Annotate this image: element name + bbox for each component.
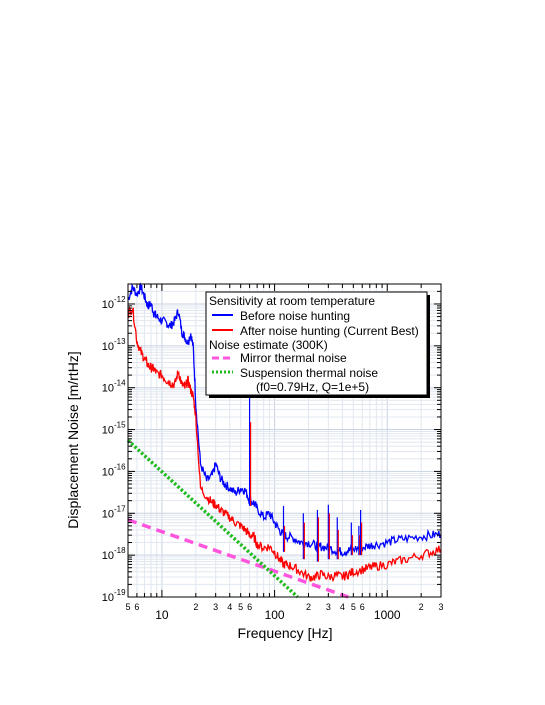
y-tick-label: 10 [102,508,114,520]
legend-label-after: After noise hunting (Current Best) [240,324,419,338]
y-tick-label-exponent: -18 [114,546,126,555]
x-tick-label-minor: 2 [306,602,311,612]
series-group [126,282,442,599]
mirror-thermal-noise-line [127,518,349,599]
x-tick-label-minor: 5 [238,602,243,612]
x-tick-label-minor: 2 [419,602,424,612]
y-tick-label: 10 [102,341,114,353]
y-tick-label-exponent: -12 [114,295,126,304]
y-tick-label: 10 [102,383,114,395]
x-tick-label-minor: 3 [213,602,218,612]
y-tick-label: 10 [102,425,114,437]
x-tick-label: 100 [265,608,285,622]
x-tick-label-minor: 4 [340,602,345,612]
legend-label-before: Before noise hunting [240,309,350,323]
x-tick-label-minor: 5 [125,602,130,612]
x-tick-label: 10 [155,608,169,622]
x-tick-label-minor: 3 [438,602,443,612]
legend-heading: Sensitivity at room temperature [209,294,375,308]
y-axis-title: Displacement Noise [m/rtHz] [65,351,81,528]
y-tick-label-exponent: -19 [114,588,126,597]
x-tick-label-minor: 4 [227,602,232,612]
y-tick-label-exponent: -14 [114,379,126,388]
legend-label-mirror: Mirror thermal noise [240,351,347,365]
legend: Sensitivity at room temperature Before n… [205,291,430,398]
legend-suspension-note: (f0=0.79Hz, Q=1e+5) [256,380,369,394]
y-tick-label: 10 [102,550,114,562]
x-tick-label: 1000 [374,608,401,622]
x-tick-label-minor: 5 [351,602,356,612]
y-tick-label: 10 [102,592,114,604]
legend-box [205,291,428,396]
plot-border [127,283,442,598]
y-tick-label: 10 [102,299,114,311]
y-tick-label-exponent: -13 [114,337,126,346]
x-tick-label-minor: 6 [247,602,252,612]
y-tick-label-exponent: -15 [114,421,126,430]
y-tick-label-exponent: -16 [114,462,126,471]
y-tick-label: 10 [102,466,114,478]
x-tick-label-minor: 6 [134,602,139,612]
x-tick-label-minor: 6 [360,602,365,612]
x-tick-label-minor: 3 [326,602,331,612]
after-noise-hunting-line [127,306,442,583]
plot-frame [127,283,442,598]
legend-label-suspension: Suspension thermal noise [240,366,378,380]
y-tick-label-exponent: -17 [114,504,126,513]
x-axis-title: Frequency [Hz] [238,625,333,641]
legend-subheading: Noise estimate (300K) [209,338,328,352]
x-tick-label-minor: 2 [193,602,198,612]
suspension-thermal-noise-line [126,439,299,599]
